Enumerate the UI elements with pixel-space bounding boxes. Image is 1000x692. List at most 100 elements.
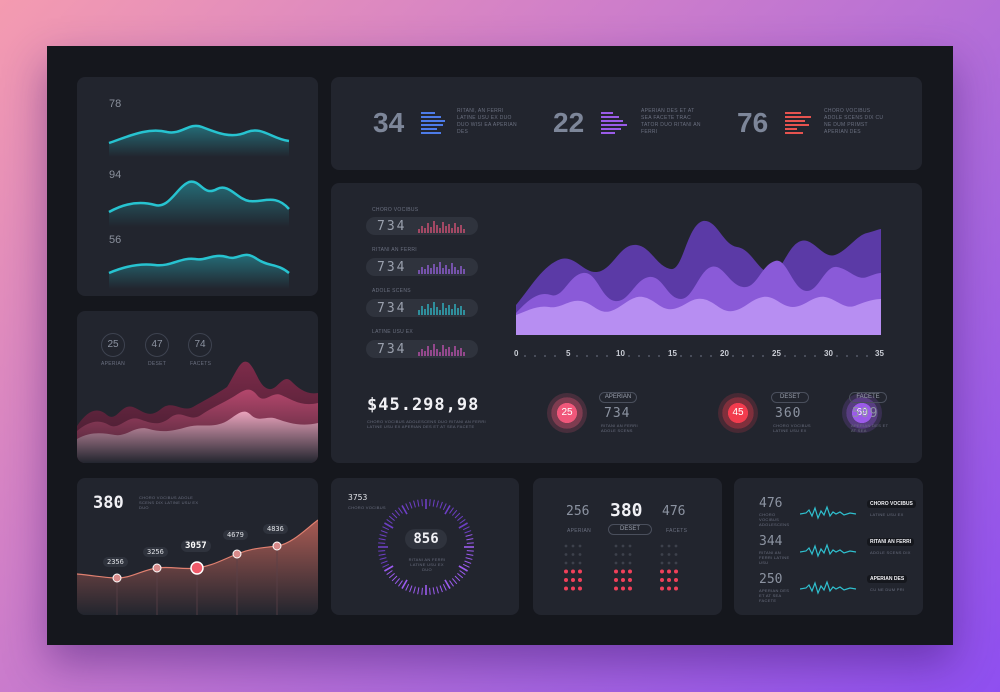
- dial-tick: [417, 587, 420, 595]
- matrix-dot: [628, 553, 632, 556]
- matrix-dot: [628, 561, 632, 565]
- amount-caption: CHORO VOCIBUS ADOLESCENS DUO RITANI AN F…: [367, 419, 486, 429]
- dial-tick: [409, 501, 413, 509]
- dial-tick: [449, 580, 454, 587]
- dial-top-value: 3753: [348, 493, 368, 502]
- dot-matrix-panel: 256 380 476 APERIAN DESET FACETS: [533, 478, 722, 615]
- matrix-dot: [667, 553, 671, 556]
- matrix-dot: [564, 553, 568, 556]
- gauge-value-2: 45: [732, 407, 744, 418]
- matrix-dot: [564, 586, 568, 591]
- dial-tick: [466, 553, 474, 556]
- line-point-label-5: 4836: [263, 524, 288, 534]
- dial-tick: [391, 512, 398, 519]
- line-point-4: [232, 549, 242, 559]
- ridge-panel: 25 47 74 APERIAN DESET FACETS: [77, 311, 318, 463]
- matrix-dot: [621, 544, 625, 548]
- wave-line-3: [108, 253, 290, 275]
- wave-line-1: [108, 124, 290, 145]
- wave-lines-chart: [108, 124, 290, 289]
- dial-tick: [444, 505, 451, 515]
- gauge-caption-3: APERIAN DES ET AT SEA: [851, 423, 889, 433]
- list-subcaption-3: CU NE DUM PRI: [870, 587, 905, 592]
- dial-tick: [457, 515, 464, 522]
- matrix-dot: [614, 553, 618, 556]
- list-tag-1[interactable]: CHORO VOCIBUS: [867, 500, 916, 508]
- matrix-dot: [614, 561, 618, 565]
- gauge-1[interactable]: 25: [547, 393, 587, 433]
- matrix-dot: [578, 553, 582, 556]
- stat-value-3: 76: [737, 107, 769, 138]
- matrix-dot: [628, 578, 632, 582]
- list-subcaption-1: LATINE USU EX: [870, 512, 904, 517]
- dots-label-2: DESET: [608, 524, 652, 535]
- gauge-2[interactable]: 45: [718, 393, 758, 433]
- area-x-axis-dots: [524, 355, 868, 357]
- x-tick-35: 35: [875, 349, 884, 358]
- matrix-dot: [571, 553, 575, 556]
- dial-tick: [466, 542, 474, 544]
- matrix-dot: [571, 569, 575, 574]
- metric-sparklines: [418, 221, 465, 356]
- bars-icon-2: [601, 112, 627, 134]
- circle-value-2: 47: [145, 333, 169, 357]
- list-sparklines: [800, 505, 857, 595]
- dial-tick: [405, 583, 410, 591]
- gauge-label-1: APERIAN: [599, 392, 637, 403]
- dial-tick: [378, 538, 386, 541]
- dial-tick: [432, 587, 435, 595]
- dial-tick: [457, 572, 464, 579]
- metric-label-1: CHORO VOCIBUS: [372, 207, 419, 213]
- matrix-dot: [621, 586, 625, 591]
- dial-tick: [439, 501, 443, 509]
- wave-value-3: 56: [109, 234, 122, 246]
- matrix-dot: [571, 578, 575, 582]
- metric-label-3: ADOLE SCENS: [372, 288, 411, 294]
- dial-tick: [388, 572, 395, 579]
- dial-top-label: CHORO VOCIBUS: [348, 505, 386, 510]
- dial-center-pill[interactable]: [405, 529, 447, 549]
- metric-value-2: 734: [377, 260, 407, 275]
- gauge-3[interactable]: 69: [842, 393, 882, 433]
- matrix-dot: [667, 544, 671, 548]
- line-headline: 380: [93, 493, 124, 513]
- dial-tick: [378, 550, 386, 552]
- list-tag-2[interactable]: RITANI AN FERRI: [867, 538, 915, 546]
- gauge-label-3-visible: FACETE: [849, 392, 887, 403]
- dial-tick: [380, 530, 388, 534]
- wave-value-1: 78: [109, 98, 122, 110]
- list-caption-3: APERIAN DES ET AT SEA FACETE: [759, 588, 790, 603]
- list-panel: 476 CHORO VOCIBUS ADOLESCENS 344 RITANI …: [734, 478, 923, 615]
- dial-tick: [384, 565, 394, 572]
- dial-tick: [466, 550, 474, 552]
- dial-tick: [405, 503, 410, 511]
- matrix-dot: [674, 586, 678, 591]
- gauge-number-1: 734: [604, 406, 631, 421]
- dial-tick: [421, 499, 423, 507]
- dial-tick: [451, 578, 458, 585]
- matrix-dot: [660, 569, 664, 574]
- list-caption-1: CHORO VOCIBUS ADOLESCENS: [759, 512, 790, 527]
- matrix-dot: [578, 578, 582, 582]
- dial-tick: [379, 534, 387, 537]
- matrix-dot: [564, 544, 568, 548]
- ridge-layer-front: [77, 411, 318, 463]
- wave-fill-3: [109, 254, 289, 289]
- dial-tick: [386, 519, 393, 524]
- circle-value-3: 74: [188, 333, 212, 357]
- matrix-dot: [660, 561, 664, 565]
- dial-tick: [458, 565, 468, 572]
- matrix-dot: [660, 544, 664, 548]
- matrix-dot: [571, 586, 575, 591]
- dial-tick: [386, 570, 393, 575]
- list-tag-3[interactable]: APERIAN DES: [867, 575, 908, 583]
- line-point-label-2: 3256: [143, 547, 168, 557]
- wave-line-2: [108, 180, 290, 214]
- list-caption-2: RITANI AN FERRI LATINE USU: [759, 550, 790, 565]
- list-spark-3: [800, 580, 857, 595]
- dial-tick: [391, 575, 398, 582]
- dial-tick: [413, 500, 416, 508]
- dial-tick: [462, 563, 470, 568]
- dial-center-value: 856: [413, 531, 439, 547]
- dial-tick: [409, 585, 413, 593]
